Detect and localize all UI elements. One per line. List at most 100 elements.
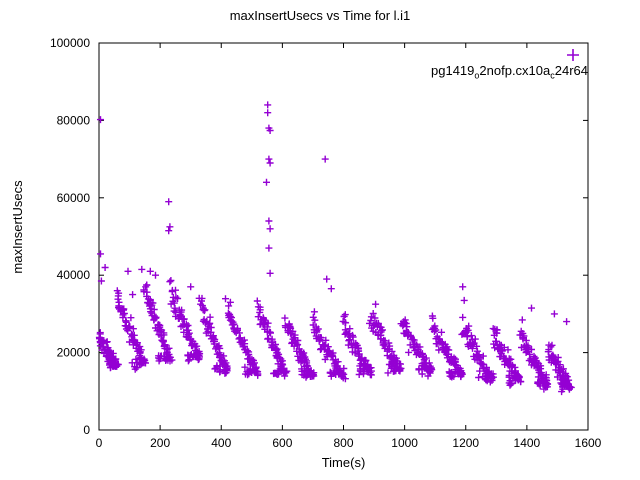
- data-point-marker: [334, 358, 342, 366]
- x-tick-label: 200: [150, 436, 170, 450]
- data-point-outlier: [97, 277, 105, 285]
- data-point-marker: [506, 377, 514, 385]
- data-point-outlier: [97, 250, 104, 258]
- data-point-marker: [251, 359, 258, 367]
- data-point-marker: [119, 311, 127, 319]
- data-point-marker: [356, 367, 364, 375]
- data-point-marker: [165, 344, 173, 352]
- data-point-marker: [405, 348, 413, 356]
- data-point-marker: [424, 365, 432, 373]
- data-point-marker: [357, 355, 365, 363]
- data-point-marker: [475, 374, 483, 381]
- data-points-layer: [95, 101, 575, 396]
- data-point-marker: [159, 337, 166, 345]
- data-point-outlier: [323, 275, 331, 283]
- data-point-marker: [388, 347, 396, 355]
- data-point-marker: [463, 333, 471, 341]
- data-point-marker: [162, 352, 170, 360]
- data-point-marker: [281, 372, 289, 380]
- data-point-marker: [99, 343, 107, 351]
- data-point-marker: [244, 371, 252, 379]
- data-point-outlier: [264, 101, 272, 109]
- data-point-marker: [537, 362, 545, 370]
- data-point-marker: [467, 332, 475, 340]
- data-point-marker: [127, 314, 135, 322]
- data-point-marker: [283, 367, 291, 375]
- data-point-marker: [150, 306, 158, 313]
- data-point-marker: [275, 350, 283, 358]
- data-point-outlier: [265, 244, 273, 252]
- data-point-marker: [126, 323, 134, 330]
- data-point-marker: [411, 340, 419, 348]
- data-point-marker: [241, 363, 249, 371]
- legend-name-suffix: 24r64: [554, 63, 588, 78]
- data-point-marker: [459, 313, 467, 321]
- data-point-marker: [122, 318, 130, 326]
- data-point-outlier: [266, 159, 274, 167]
- data-point-marker: [222, 365, 230, 373]
- data-point-marker: [473, 342, 481, 350]
- data-point-marker: [156, 326, 164, 334]
- data-point-outlier: [152, 271, 159, 279]
- data-point-marker: [243, 347, 251, 355]
- data-point-marker: [385, 339, 393, 347]
- data-point-marker: [362, 357, 370, 364]
- data-point-marker: [252, 367, 260, 375]
- data-point-marker: [310, 308, 318, 316]
- data-point-marker: [285, 320, 293, 328]
- data-point-marker: [564, 381, 572, 389]
- data-point-marker: [438, 328, 445, 336]
- data-point-marker: [498, 347, 506, 355]
- data-point-marker: [454, 364, 462, 372]
- x-tick-label: 400: [211, 436, 231, 450]
- data-point-marker: [365, 364, 373, 372]
- data-point-marker: [317, 334, 325, 342]
- data-point-outlier: [563, 318, 571, 326]
- data-point-marker: [471, 335, 479, 343]
- data-point-outlier: [264, 109, 272, 117]
- data-point-marker: [167, 277, 175, 284]
- data-point-outlier: [165, 227, 173, 235]
- data-point-outlier: [528, 304, 535, 312]
- data-point-marker: [206, 313, 214, 321]
- data-point-marker: [211, 365, 219, 373]
- data-point-marker: [528, 346, 535, 353]
- data-point-marker: [311, 316, 319, 324]
- data-point-marker: [390, 363, 398, 370]
- data-point-marker: [430, 328, 438, 335]
- data-point-marker: [558, 366, 566, 373]
- data-point-marker: [304, 369, 312, 377]
- data-point-marker: [172, 286, 179, 294]
- legend-marker-plus-icon: [567, 49, 579, 61]
- data-point-marker: [464, 326, 472, 334]
- data-point-marker: [341, 311, 349, 319]
- data-point-marker: [379, 326, 386, 334]
- data-point-marker: [547, 343, 555, 351]
- data-point-marker: [476, 354, 484, 361]
- data-point-outlier: [165, 198, 173, 206]
- data-point-marker: [403, 323, 411, 331]
- data-point-marker: [346, 336, 353, 344]
- data-point-marker: [556, 361, 564, 369]
- data-point-marker: [435, 335, 443, 343]
- data-point-marker: [534, 373, 542, 381]
- data-point-marker: [338, 372, 346, 380]
- data-point-marker: [166, 354, 174, 362]
- data-point-marker: [374, 319, 382, 327]
- x-axis-label: Time(s): [321, 455, 366, 470]
- data-point-marker: [170, 299, 178, 307]
- legend-name-sub2: c: [550, 70, 555, 81]
- data-point-marker: [147, 308, 155, 316]
- data-point-marker: [180, 315, 188, 323]
- data-point-marker: [504, 346, 512, 354]
- data-point-outlier: [265, 155, 273, 163]
- data-point-marker: [300, 349, 308, 357]
- data-point-marker: [114, 292, 122, 300]
- data-point-marker: [222, 295, 229, 303]
- data-point-marker: [107, 354, 115, 362]
- data-point-marker: [137, 346, 145, 354]
- y-tick-label: 100000: [50, 36, 90, 50]
- data-point-marker: [385, 361, 393, 368]
- data-point-marker: [298, 371, 306, 379]
- data-point-outlier: [138, 265, 146, 273]
